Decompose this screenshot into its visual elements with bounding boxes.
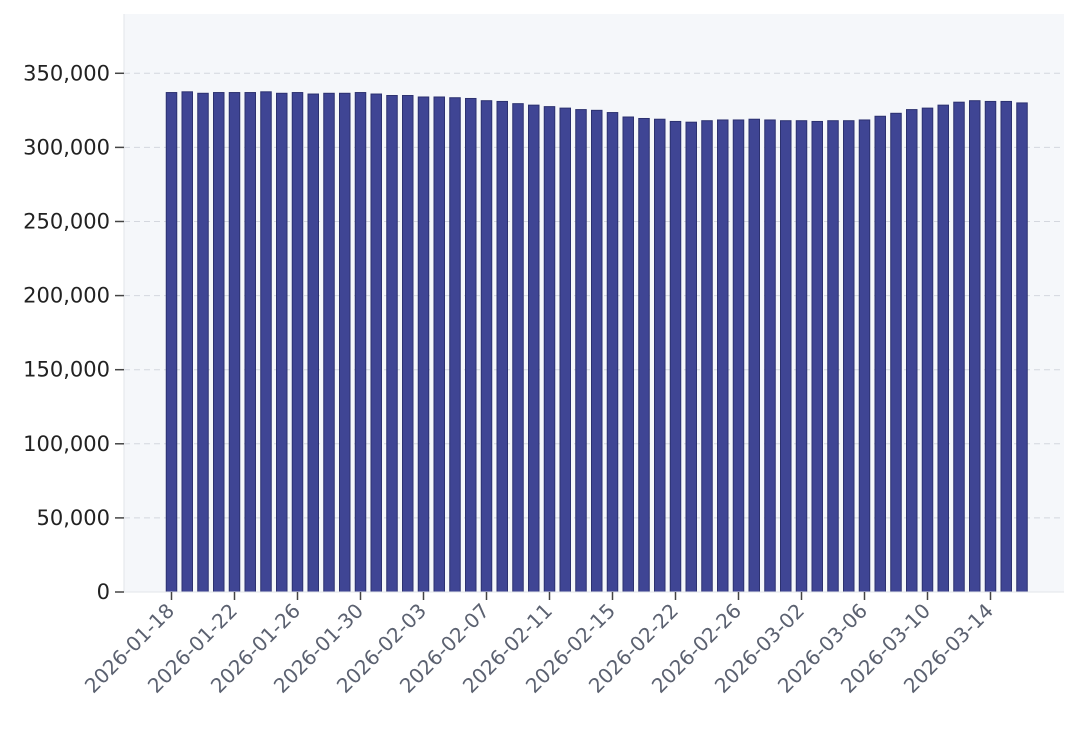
- bar: [528, 104, 540, 593]
- bar: [559, 107, 571, 593]
- bar: [465, 97, 477, 593]
- bar: [921, 107, 934, 593]
- bar: [685, 121, 697, 593]
- bar: [276, 92, 288, 593]
- y-tick-label: 100,000: [23, 432, 110, 456]
- bar: [669, 120, 682, 593]
- bar: [811, 120, 823, 593]
- y-tick-label: 300,000: [23, 135, 110, 159]
- y-axis-ticks: 0 50,000 100,000 150,000 200,000 250,000 300,0…: [23, 61, 124, 604]
- y-tick-label: 150,000: [23, 358, 110, 382]
- bar: [906, 109, 918, 593]
- y-tick-label: 350,000: [23, 61, 110, 85]
- bar: [748, 118, 760, 593]
- bar: [433, 96, 445, 593]
- bar: [197, 92, 209, 593]
- bar: [1000, 100, 1012, 593]
- bar: [606, 112, 619, 593]
- bar: [638, 117, 650, 593]
- bar: [323, 92, 335, 593]
- bar: [622, 116, 634, 593]
- bar: [181, 91, 193, 593]
- bar: [339, 92, 351, 593]
- y-tick-label: 250,000: [23, 209, 110, 233]
- bar: [764, 119, 776, 593]
- bar: [543, 106, 556, 593]
- bar: [717, 119, 729, 593]
- bar: [937, 104, 949, 593]
- bar: [354, 92, 367, 593]
- bar: [732, 119, 745, 593]
- bar: [843, 120, 855, 593]
- bar: [260, 91, 272, 593]
- bar: [780, 120, 792, 593]
- bar: [244, 92, 256, 593]
- bar: [386, 95, 398, 593]
- bar: [370, 93, 382, 593]
- bar-series: [165, 91, 1028, 593]
- bar: [402, 95, 414, 593]
- bar: [512, 103, 524, 593]
- bar: [1016, 102, 1028, 593]
- bar: [165, 92, 178, 593]
- bar: [291, 92, 304, 593]
- bar: [827, 120, 839, 593]
- x-axis-ticks: 2026-01-182026-01-222026-01-262026-01-30…: [80, 592, 998, 698]
- bar: [496, 100, 508, 593]
- y-tick-label: 50,000: [37, 506, 110, 530]
- bar: [575, 109, 587, 593]
- bar: [953, 101, 965, 593]
- bar: [858, 119, 871, 593]
- bar: [969, 100, 981, 593]
- bar: [480, 100, 493, 593]
- bar: [701, 120, 713, 593]
- bar: [307, 93, 319, 593]
- bar: [417, 96, 430, 593]
- bar: [449, 97, 461, 593]
- bar: [795, 120, 808, 593]
- y-tick-label: 200,000: [23, 284, 110, 308]
- bar: [874, 115, 886, 593]
- bar: [213, 92, 225, 593]
- bar: [890, 112, 902, 593]
- bar: [654, 118, 666, 593]
- y-tick-label: 0: [97, 580, 110, 604]
- bar: [591, 109, 603, 593]
- bar: [984, 100, 997, 593]
- bar: [228, 92, 241, 593]
